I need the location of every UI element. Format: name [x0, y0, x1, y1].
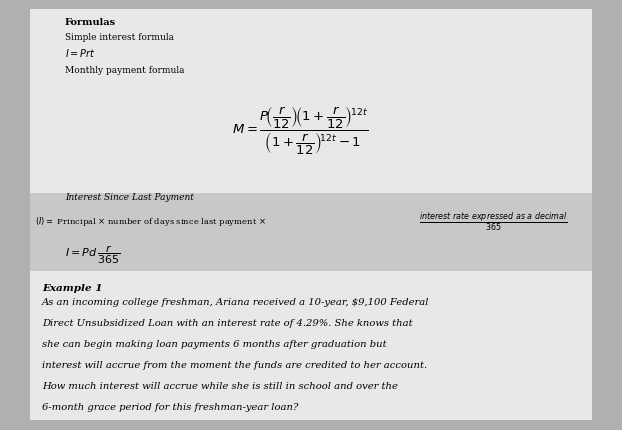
Text: $\dfrac{\mathit{interest\ rate\ expressed\ as\ a\ decimal}}{365}$: $\dfrac{\mathit{interest\ rate\ expresse… [419, 209, 568, 232]
Text: Interest Since Last Payment: Interest Since Last Payment [65, 193, 194, 202]
FancyBboxPatch shape [30, 10, 592, 420]
Text: Direct Unsubsidized Loan with an interest rate of 4.29%. She knows that: Direct Unsubsidized Loan with an interes… [42, 318, 412, 327]
Text: 6-month grace period for this freshman-year loan?: 6-month grace period for this freshman-y… [42, 402, 299, 411]
Text: $I = Prt$: $I = Prt$ [65, 47, 96, 59]
Text: $(I) = $ Principal $\times$ number of days since last payment $\times$: $(I) = $ Principal $\times$ number of da… [35, 215, 266, 227]
Text: $I = Pd\,\dfrac{r}{365}$: $I = Pd\,\dfrac{r}{365}$ [65, 243, 121, 266]
Text: Example 1: Example 1 [42, 283, 103, 292]
Text: $M = \dfrac{P\!\left(\dfrac{r}{12}\right)\!\left(1+\dfrac{r}{12}\right)^{\!12t}}: $M = \dfrac{P\!\left(\dfrac{r}{12}\right… [232, 105, 368, 157]
Text: Formulas: Formulas [65, 18, 116, 27]
Text: As an incoming college freshman, Ariana received a 10-year, $9,100 Federal: As an incoming college freshman, Ariana … [42, 297, 430, 306]
Text: How much interest will accrue while she is still in school and over the: How much interest will accrue while she … [42, 381, 398, 390]
Text: Simple interest formula: Simple interest formula [65, 33, 174, 42]
Text: Monthly payment formula: Monthly payment formula [65, 66, 185, 75]
Text: she can begin making loan payments 6 months after graduation but: she can begin making loan payments 6 mon… [42, 339, 387, 348]
Text: interest will accrue from the moment the funds are credited to her account.: interest will accrue from the moment the… [42, 360, 427, 369]
FancyBboxPatch shape [30, 194, 592, 271]
